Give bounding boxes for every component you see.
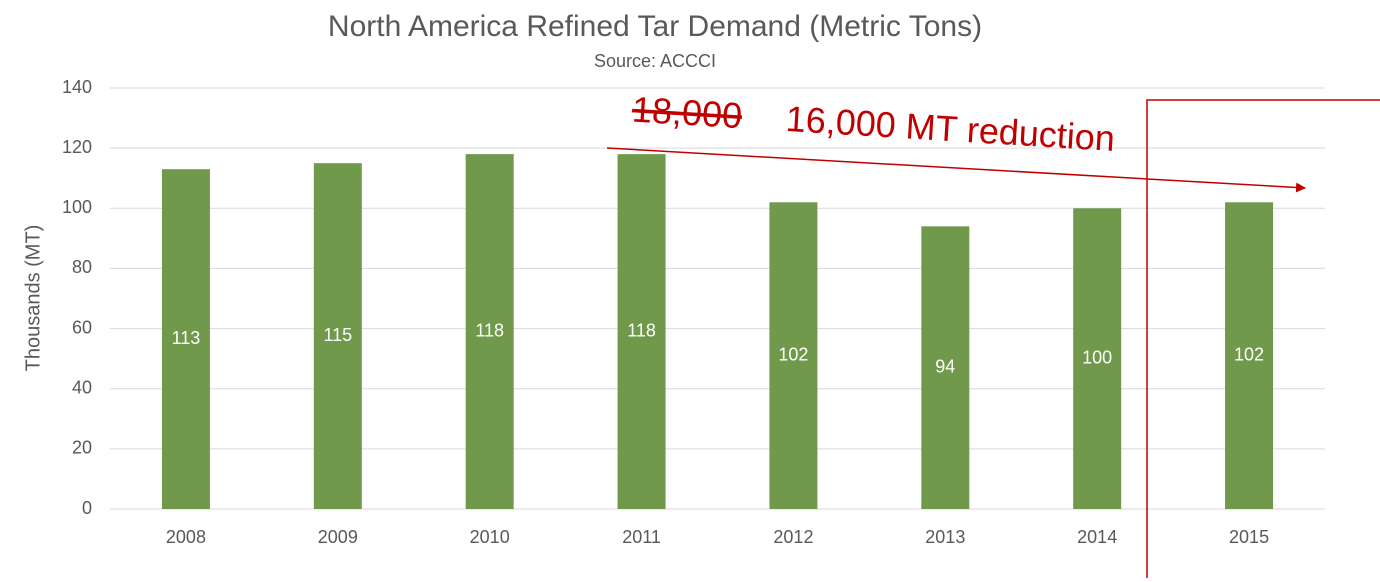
y-tick-label: 40 <box>72 377 92 397</box>
x-tick-label: 2014 <box>1077 527 1117 547</box>
bar <box>1225 202 1274 509</box>
bar <box>313 163 362 509</box>
data-label: 118 <box>475 320 504 340</box>
y-tick-label: 80 <box>72 257 92 277</box>
y-tick-label: 120 <box>62 137 92 157</box>
x-tick-label: 2013 <box>925 527 965 547</box>
annotation-text: 16,000 MT reduction <box>785 98 1116 159</box>
plot: 0 20 40 60 80 100 120 140 2008 113 2009 115 2010 118 2… <box>62 77 1325 547</box>
x-tick-label: 2008 <box>166 527 206 547</box>
y-tick-label: 100 <box>62 197 92 217</box>
data-label: 113 <box>172 328 201 348</box>
struck-annotation: 18,000 <box>631 89 743 137</box>
x-tick-label: 2012 <box>773 527 813 547</box>
bar <box>1073 208 1122 510</box>
y-tick-label: 20 <box>72 438 92 458</box>
bar <box>921 226 970 510</box>
data-label: 102 <box>778 344 808 364</box>
trend-arrow <box>606 147 1306 193</box>
x-tick-label: 2010 <box>470 527 510 547</box>
data-label: 100 <box>1082 347 1112 367</box>
x-tick-label: 2015 <box>1229 527 1269 547</box>
chart-title: North America Refined Tar Demand (Metric… <box>328 10 982 43</box>
y-tick-label: 0 <box>82 498 92 518</box>
data-label: 102 <box>1234 344 1264 364</box>
y-tick-label: 140 <box>62 77 92 97</box>
data-label: 115 <box>323 325 352 345</box>
chart-subtitle: Source: ACCCI <box>594 51 716 71</box>
data-label: 94 <box>935 356 955 376</box>
bar <box>161 169 210 509</box>
bar <box>769 202 818 509</box>
bar <box>465 154 514 509</box>
highlight-box <box>1146 99 1380 578</box>
y-tick-label: 60 <box>72 317 92 337</box>
data-label: 118 <box>627 320 656 340</box>
x-tick-label: 2009 <box>318 527 358 547</box>
y-axis-label: Thousands (MT) <box>22 225 44 372</box>
bar <box>617 154 666 509</box>
x-tick-label: 2011 <box>622 527 661 547</box>
